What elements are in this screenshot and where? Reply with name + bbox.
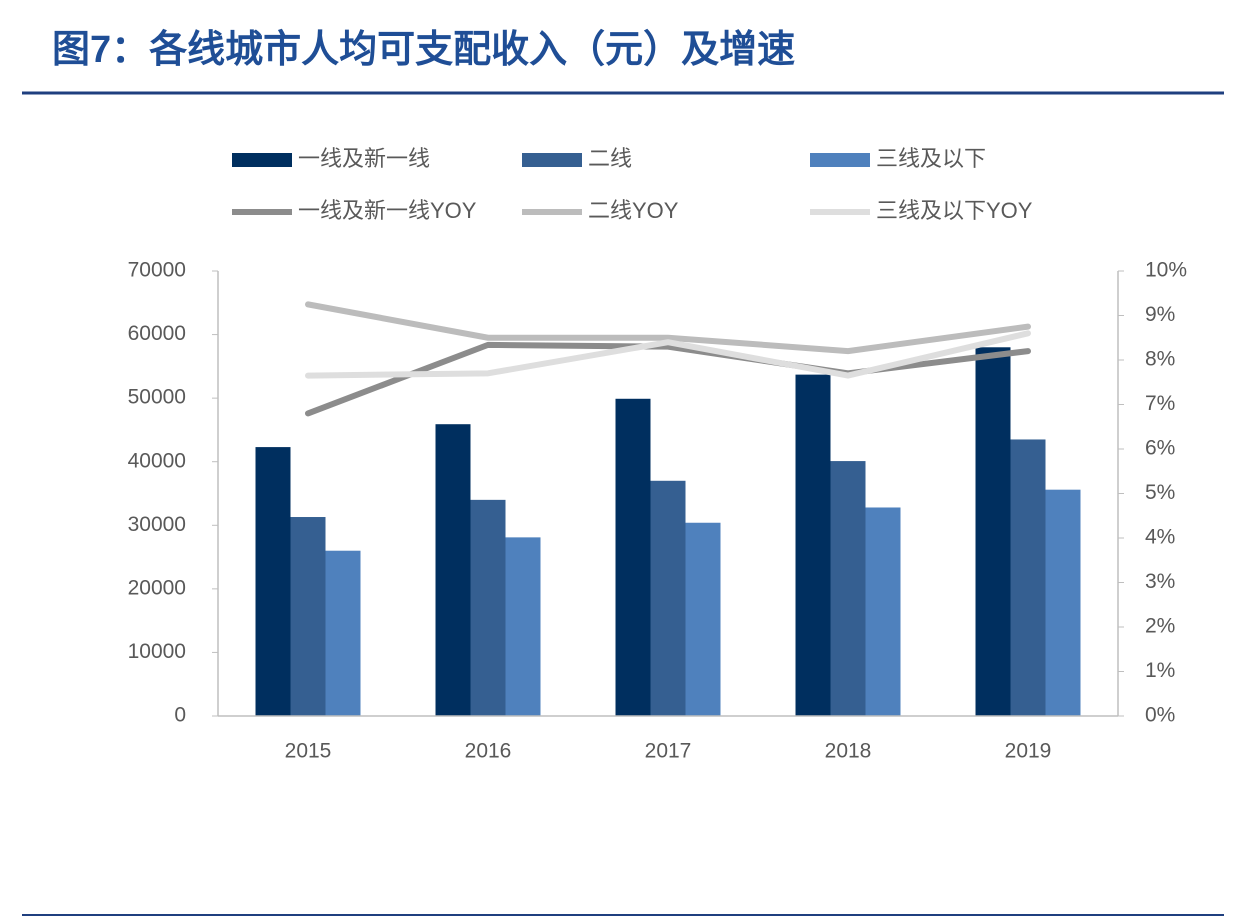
x-tick-label: 2015	[285, 740, 332, 763]
bar	[795, 374, 831, 716]
legend-label: 三线及以下	[876, 146, 986, 171]
bar	[865, 507, 901, 716]
y-tick-label: 0	[174, 704, 186, 727]
y2-tick-label: 6%	[1145, 437, 1175, 460]
y2-tick-label: 1%	[1145, 659, 1175, 682]
x-tick-label: 2019	[1005, 740, 1052, 763]
bar	[435, 424, 471, 716]
y2-tick-label: 5%	[1145, 481, 1175, 504]
x-tick-label: 2018	[825, 740, 872, 763]
y-tick-label: 40000	[128, 449, 186, 472]
legend-label: 一线及新一线	[298, 146, 430, 171]
bar	[1010, 439, 1046, 716]
y2-tick-label: 8%	[1145, 348, 1175, 371]
y2-tick-label: 10%	[1145, 259, 1187, 282]
x-tick-label: 2017	[645, 740, 692, 763]
bar	[615, 398, 651, 716]
yoy-line	[305, 330, 1031, 379]
y2-tick-label: 2%	[1145, 615, 1175, 638]
yoy-line	[305, 341, 1031, 417]
legend-swatch	[810, 153, 870, 167]
chart-title: 图7：各线城市人均可支配收入（元）及增速	[52, 29, 796, 71]
bar	[290, 517, 326, 716]
bar	[650, 480, 686, 716]
legend-label: 二线	[588, 146, 632, 171]
y-tick-label: 20000	[128, 576, 186, 599]
bar	[325, 550, 361, 716]
y2-tick-label: 0%	[1145, 704, 1175, 727]
yoy-line	[305, 301, 1031, 355]
y2-tick-label: 3%	[1145, 570, 1175, 593]
bar	[975, 347, 1011, 716]
y-tick-label: 30000	[128, 513, 186, 536]
x-tick-label: 2016	[465, 740, 512, 763]
bar	[830, 461, 866, 716]
y-tick-label: 70000	[128, 259, 186, 282]
bar	[505, 537, 541, 716]
y2-tick-label: 7%	[1145, 392, 1175, 415]
legend-label: 一线及新一线YOY	[298, 198, 477, 223]
y-tick-label: 10000	[128, 640, 186, 663]
y2-tick-label: 9%	[1145, 303, 1175, 326]
legend-label: 二线YOY	[588, 198, 679, 223]
bar	[255, 447, 291, 716]
bar	[470, 499, 506, 716]
bar	[685, 522, 721, 716]
y-tick-label: 50000	[128, 386, 186, 409]
bar	[1045, 489, 1081, 716]
y-tick-label: 60000	[128, 322, 186, 345]
legend-label: 三线及以下YOY	[876, 198, 1033, 223]
legend-swatch	[522, 153, 582, 167]
legend-swatch	[232, 153, 292, 167]
y2-tick-label: 4%	[1145, 526, 1175, 549]
